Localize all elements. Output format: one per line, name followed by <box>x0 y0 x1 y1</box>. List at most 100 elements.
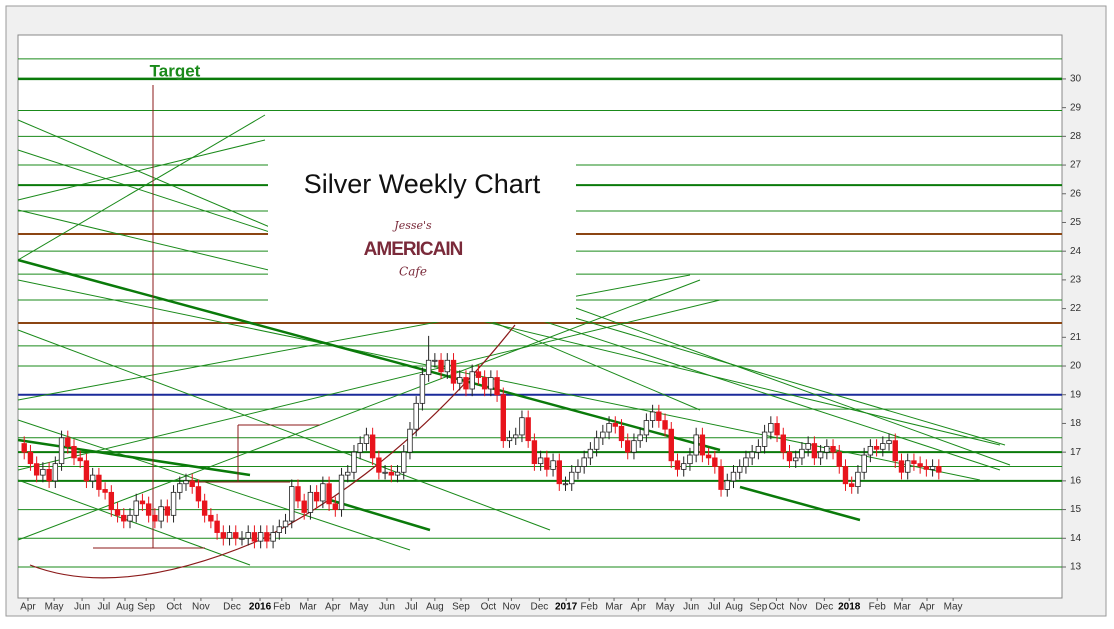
candle-body <box>338 474 345 510</box>
candle-body <box>917 463 923 467</box>
candle-body <box>905 460 911 473</box>
candle-body <box>625 440 631 453</box>
candle-body <box>214 520 220 533</box>
y-tick-label: 26 <box>1070 188 1082 199</box>
candle-body <box>737 466 743 473</box>
axes: 13 14 15 16 17 18 19 20 21 22 23 24 25 26 27 28 29 30 Apr M… <box>20 74 1081 613</box>
candle-body <box>326 483 332 505</box>
x-tick-label: Nov <box>789 602 807 613</box>
candle-body <box>550 460 556 470</box>
candle-body <box>656 411 662 421</box>
candle-body <box>201 500 208 516</box>
x-tick-label: Jul <box>708 602 721 613</box>
candle-body <box>793 457 799 462</box>
candle-body <box>276 526 283 533</box>
candle-body <box>139 500 146 505</box>
trend-line <box>329 498 431 532</box>
candle-body <box>481 377 488 390</box>
candle-body <box>245 532 251 539</box>
candle-body <box>394 471 401 476</box>
candle-body <box>438 359 444 373</box>
candle-body <box>425 359 432 376</box>
x-tick-label: 2018 <box>838 602 861 613</box>
x-tick-label: Nov <box>192 602 210 613</box>
candle-body <box>618 425 625 442</box>
candle-body <box>842 466 849 485</box>
x-tick-label: Nov <box>502 602 520 613</box>
y-tick-label: 23 <box>1070 275 1082 286</box>
candle-body <box>880 443 886 450</box>
candle-body <box>923 466 930 470</box>
candle-body <box>58 437 65 465</box>
candle-body <box>786 451 793 462</box>
chart-title: Silver Weekly Chart <box>304 169 541 199</box>
candle-body <box>761 431 768 447</box>
candle-body <box>164 506 171 516</box>
candle-body <box>849 483 855 488</box>
candle-body <box>730 471 737 482</box>
candle-body <box>413 402 419 430</box>
annotation: Target <box>150 61 201 80</box>
x-tick-label: Jul <box>97 602 110 613</box>
candle-body <box>506 437 513 442</box>
candle-body <box>668 428 674 462</box>
candle-body <box>537 457 544 465</box>
candle-body <box>488 377 494 390</box>
candle-body <box>27 451 34 465</box>
candle-body <box>388 471 395 476</box>
candle-body <box>363 434 370 444</box>
candle-body <box>295 486 301 502</box>
x-tick-label: Jun <box>683 602 699 613</box>
candle-body <box>102 489 108 493</box>
candle-body <box>861 454 867 473</box>
candle-body <box>52 463 59 482</box>
candle-body <box>457 377 463 384</box>
y-tick-label: 25 <box>1070 217 1082 228</box>
candle-body <box>519 417 525 436</box>
trend-line <box>17 479 251 566</box>
candle-body <box>606 423 612 433</box>
y-tick-label: 15 <box>1070 504 1082 515</box>
candle-body <box>257 532 264 542</box>
candle-body <box>556 460 562 485</box>
candle-body <box>587 448 594 459</box>
candle-body <box>674 460 681 470</box>
candle-body <box>929 466 936 470</box>
candle-body <box>824 446 830 453</box>
x-tick-label: Oct <box>769 602 785 613</box>
candle-body <box>183 480 189 485</box>
candle-body <box>46 468 52 482</box>
candle-body <box>699 434 706 456</box>
x-tick-label: Jun <box>379 602 395 613</box>
candle-body <box>189 480 195 488</box>
x-tick-label: Feb <box>273 602 291 613</box>
candle-body <box>133 500 139 516</box>
candle-body <box>712 457 718 467</box>
x-tick-label: Dec <box>223 602 241 613</box>
candle-body <box>531 440 538 465</box>
y-tick-label: 28 <box>1070 131 1082 142</box>
x-tick-label: Aug <box>116 602 134 613</box>
candle-body <box>817 451 824 459</box>
candle-body <box>65 437 71 447</box>
candle-body <box>836 451 842 467</box>
y-tick-label: 27 <box>1070 160 1082 171</box>
trend-line <box>739 485 861 522</box>
candle-body <box>643 420 650 436</box>
candle-body <box>898 460 905 473</box>
trend-line <box>17 279 701 541</box>
x-tick-label: 2017 <box>555 602 578 613</box>
candle-body <box>743 457 749 467</box>
candle-body <box>220 532 227 539</box>
candle-body <box>774 423 780 436</box>
candle-body <box>313 491 320 502</box>
candle-body <box>768 423 774 433</box>
candle-body <box>724 480 730 490</box>
candle-body <box>239 537 245 540</box>
y-tick-label: 30 <box>1070 74 1082 85</box>
candle-body <box>226 532 233 539</box>
candle-body <box>911 460 917 465</box>
candle-body <box>830 446 836 453</box>
candle-body <box>307 491 314 513</box>
x-tick-label: May <box>656 602 675 613</box>
